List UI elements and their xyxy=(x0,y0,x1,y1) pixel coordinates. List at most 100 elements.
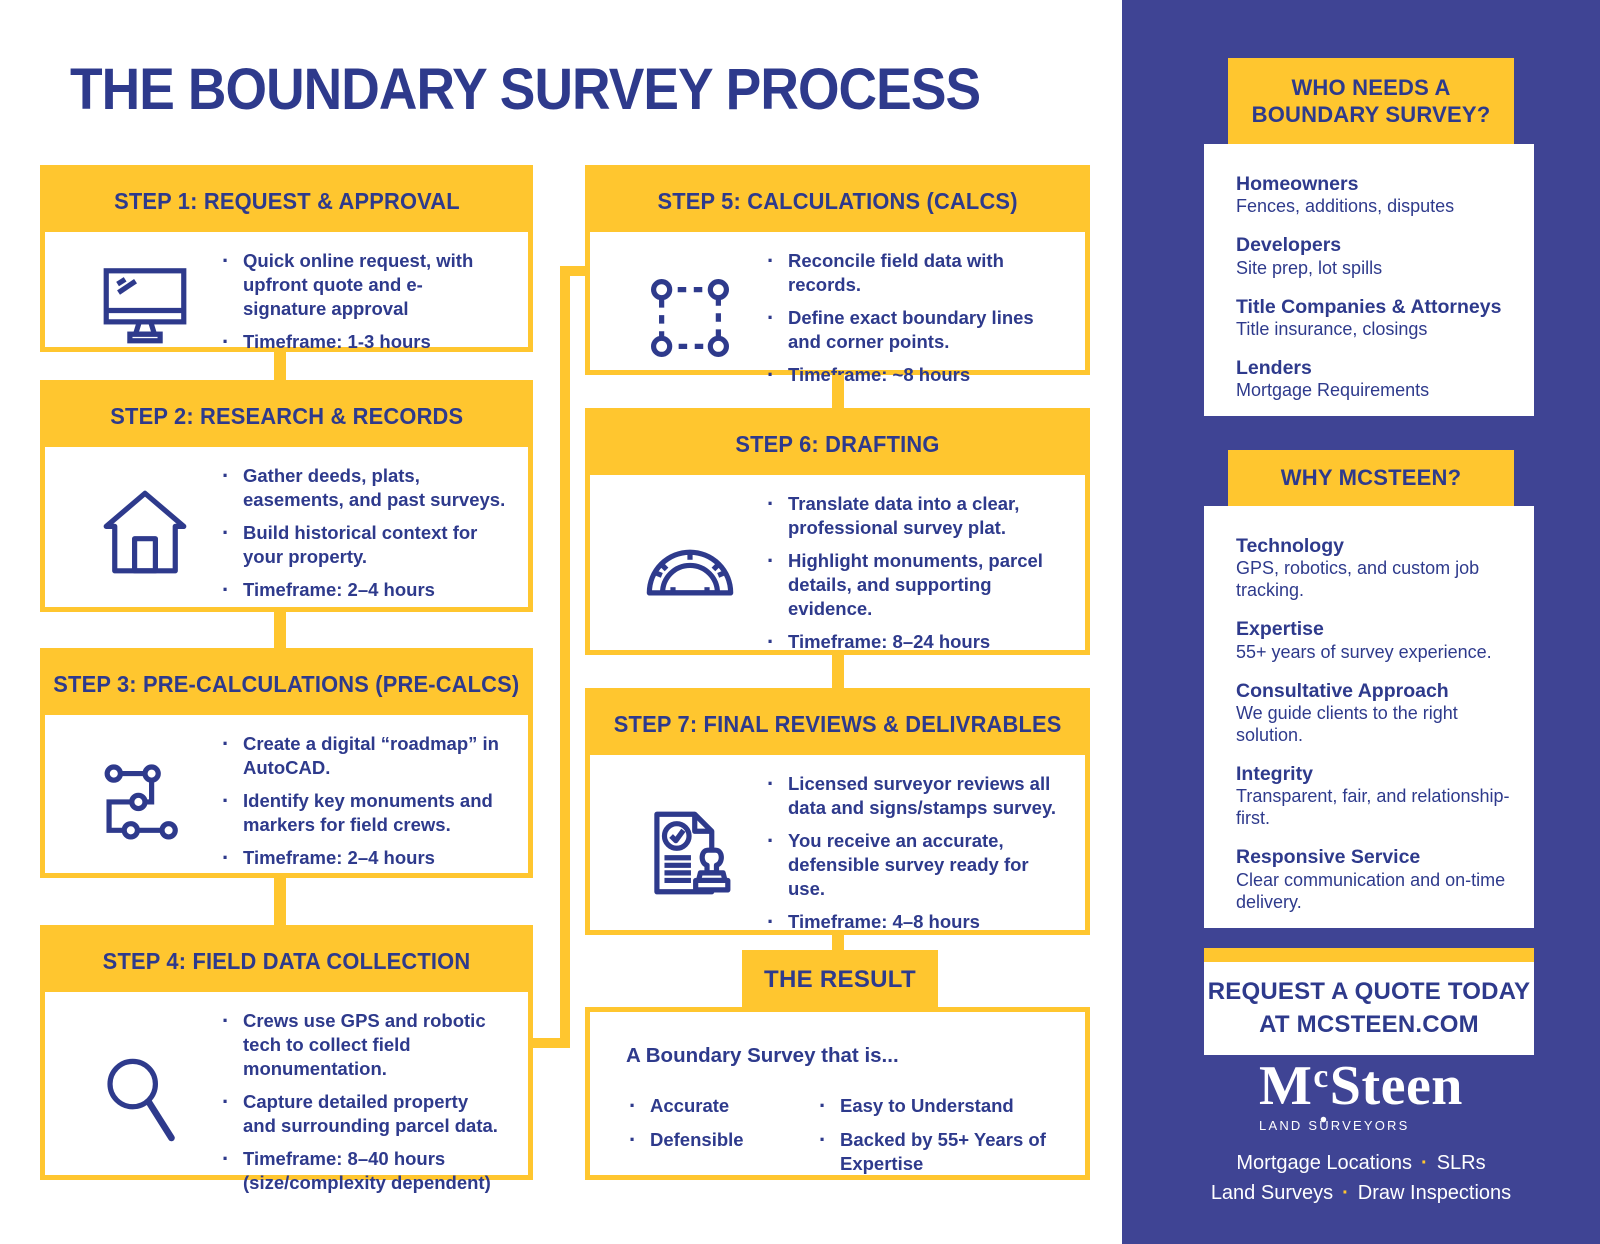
item-desc: GPS, robotics, and custom job tracking. xyxy=(1236,558,1480,601)
who-needs-list: Homeowners Fences, additions, disputes D… xyxy=(1204,144,1534,402)
item-desc: 55+ years of survey experience. xyxy=(1236,641,1492,662)
bullet: Create a digital “roadmap” in AutoCAD. xyxy=(219,730,506,780)
result-left-list: Accurate Defensible xyxy=(626,1084,816,1186)
step-label: STEP 1: REQUEST & APPROVAL xyxy=(113,187,460,214)
logo-tagline: LAND SURVEYORS xyxy=(1259,1118,1410,1133)
connector-column-vertical xyxy=(560,266,570,1048)
service-name: Land Surveys xyxy=(1210,1182,1334,1204)
item-desc: Clear communication and on-time delivery… xyxy=(1236,869,1506,912)
step-4-bullets: Crews use GPS and robotic tech to collec… xyxy=(219,1000,506,1204)
item-name: Homeowners xyxy=(1236,173,1359,195)
step-7-bullets: Licensed surveyor reviews all data and s… xyxy=(764,763,1063,943)
result-right-list: Easy to Understand Backed by 55+ Years o… xyxy=(816,1084,1049,1186)
step-label: STEP 5: CALCULATIONS (CALCS) xyxy=(657,187,1018,214)
step-7-header: STEP 7: FINAL REVIEWS & DELIVRABLES xyxy=(590,693,1085,755)
protractor-icon xyxy=(616,521,764,625)
bullet: Backed by 55+ Years of Expertise xyxy=(816,1126,1049,1176)
bullet: Timeframe: 2–4 hours xyxy=(219,844,506,873)
step-3-body: Create a digital “roadmap” in AutoCAD. I… xyxy=(45,715,528,889)
bullet: Easy to Understand xyxy=(816,1092,1049,1121)
step-4-body: Crews use GPS and robotic tech to collec… xyxy=(45,992,528,1214)
logo-letter-m: M xyxy=(1259,1055,1313,1117)
step-label: STEP 6: DRAFTING xyxy=(735,430,940,457)
step-6-card: STEP 6: DRAFTING Translate data into a c… xyxy=(585,408,1090,657)
who-needs-card: Homeowners Fences, additions, disputes D… xyxy=(1204,144,1534,416)
why-mcsteen-title: WHY MCSTEEN? xyxy=(1280,465,1462,491)
list-item: Developers Site prep, lot spills xyxy=(1236,233,1516,279)
step-4-card: STEP 4: FIELD DATA COLLECTION Crews use … xyxy=(40,925,533,1193)
service-name: SLRs xyxy=(1436,1152,1486,1174)
bullet: Timeframe: ~8 hours xyxy=(764,361,1063,390)
logo-letter-c: c. xyxy=(1313,1058,1329,1129)
step-1-bullets: Quick online request, with upfront quote… xyxy=(219,240,506,363)
monitor-icon xyxy=(71,250,219,354)
service-name: Draw Inspections xyxy=(1357,1182,1512,1204)
step-1-header: STEP 1: REQUEST & APPROVAL xyxy=(45,170,528,232)
magnifier-icon xyxy=(71,1050,219,1154)
list-item: Homeowners Fences, additions, disputes xyxy=(1236,172,1516,218)
dot-separator-icon: · xyxy=(1421,1152,1428,1174)
who-needs-header: WHO NEEDS A BOUNDARY SURVEY? xyxy=(1228,58,1514,144)
step-7-body: Licensed surveyor reviews all data and s… xyxy=(590,755,1085,953)
item-name: Integrity xyxy=(1236,762,1313,785)
why-mcsteen-header: WHY MCSTEEN? xyxy=(1228,450,1514,506)
mcsteen-logo: Mc. Steen LAND SURVEYORS xyxy=(1122,1058,1600,1135)
bullet: Timeframe: 1-3 hours xyxy=(219,328,506,357)
list-item: Lenders Mortgage Requirements xyxy=(1236,356,1516,402)
bullet: Crews use GPS and robotic tech to collec… xyxy=(219,1007,506,1081)
item-desc: Title insurance, closings xyxy=(1236,319,1428,340)
connector-from-step4 xyxy=(530,1038,562,1048)
step-5-card: STEP 5: CALCULATIONS (CALCS) Reconcile f… xyxy=(585,165,1090,390)
bullet: Timeframe: 2–4 hours xyxy=(219,576,506,605)
connector-step2-step3 xyxy=(274,612,286,648)
why-mcsteen-list: Technology GPS, robotics, and custom job… xyxy=(1204,506,1534,913)
logo-letters-steen: Steen xyxy=(1329,1055,1463,1117)
step-1-body: Quick online request, with upfront quote… xyxy=(45,232,528,373)
bullet: Reconcile field data with records. xyxy=(764,247,1063,297)
item-name: Consultative Approach xyxy=(1236,679,1449,702)
item-desc: Site prep, lot spills xyxy=(1236,257,1383,278)
services-line-1: Mortgage Locations · SLRs xyxy=(1122,1148,1600,1178)
house-icon xyxy=(71,481,219,585)
result-label: THE RESULT xyxy=(764,966,916,993)
why-mcsteen-card: Technology GPS, robotics, and custom job… xyxy=(1204,506,1534,928)
sidebar: WHO NEEDS A BOUNDARY SURVEY? Homeowners … xyxy=(1122,0,1600,1244)
connector-to-step5 xyxy=(568,266,585,276)
step-3-card: STEP 3: PRE-CALCULATIONS (PRE-CALCS) Cre… xyxy=(40,648,533,878)
list-item: Consultative Approach We guide clients t… xyxy=(1236,679,1516,747)
bullet: Timeframe: 4–8 hours xyxy=(764,908,1063,937)
route-icon xyxy=(71,749,219,853)
list-item: Expertise 55+ years of survey experience… xyxy=(1236,617,1516,663)
step-2-body: Gather deeds, plats, easements, and past… xyxy=(45,447,528,621)
bullet: Defensible xyxy=(626,1126,816,1155)
result-tab: THE RESULT xyxy=(742,950,938,1010)
bullet: Gather deeds, plats, easements, and past… xyxy=(219,462,506,512)
who-needs-title: WHO NEEDS A BOUNDARY SURVEY? xyxy=(1251,74,1491,128)
logo-wordmark-block: Mc. Steen LAND SURVEYORS xyxy=(1259,1058,1463,1133)
step-2-card: STEP 2: RESEARCH & RECORDS Gather deeds,… xyxy=(40,380,533,612)
step-5-header: STEP 5: CALCULATIONS (CALCS) xyxy=(590,170,1085,232)
list-item: Technology GPS, robotics, and custom job… xyxy=(1236,534,1516,602)
connector-step3-step4 xyxy=(274,878,286,925)
step-6-header: STEP 6: DRAFTING xyxy=(590,413,1085,475)
step-6-body: Translate data into a clear, professiona… xyxy=(590,475,1085,673)
item-desc: Fences, additions, disputes xyxy=(1236,196,1455,217)
bullet: Define exact boundary lines and corner p… xyxy=(764,304,1063,354)
connector-step5-step6 xyxy=(832,375,844,408)
item-desc: Mortgage Requirements xyxy=(1236,380,1430,401)
step-4-header: STEP 4: FIELD DATA COLLECTION xyxy=(45,930,528,992)
bullet: Licensed surveyor reviews all data and s… xyxy=(764,770,1063,820)
list-item: Integrity Transparent, fair, and relatio… xyxy=(1236,762,1516,830)
bullet: Timeframe: 8–40 hours (size/complexity d… xyxy=(219,1145,506,1195)
result-intro: A Boundary Survey that is... xyxy=(626,1044,899,1067)
bullet: Highlight monuments, parcel details, and… xyxy=(764,547,1063,621)
step-label: STEP 7: FINAL REVIEWS & DELIVRABLES xyxy=(613,710,1062,737)
item-name: Technology xyxy=(1236,535,1344,557)
logo-letter-c-glyph: c xyxy=(1313,1058,1329,1096)
item-name: Lenders xyxy=(1236,356,1312,379)
dot-separator-icon: · xyxy=(1342,1182,1349,1204)
step-5-bullets: Reconcile field data with records. Defin… xyxy=(764,240,1063,396)
bullet: Quick online request, with upfront quote… xyxy=(219,247,506,321)
step-label: STEP 2: RESEARCH & RECORDS xyxy=(110,402,463,429)
